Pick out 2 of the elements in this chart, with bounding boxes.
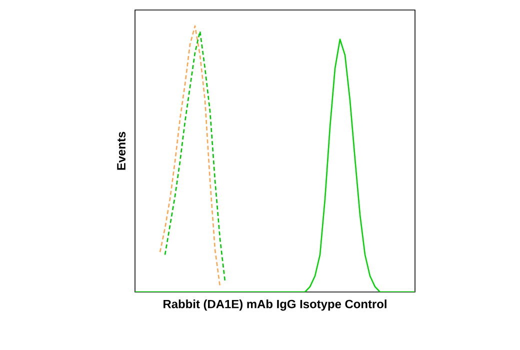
y-axis-title: Events xyxy=(117,132,126,170)
x-axis-title: Rabbit (DA1E) mAb IgG Isotype Control xyxy=(164,300,386,311)
